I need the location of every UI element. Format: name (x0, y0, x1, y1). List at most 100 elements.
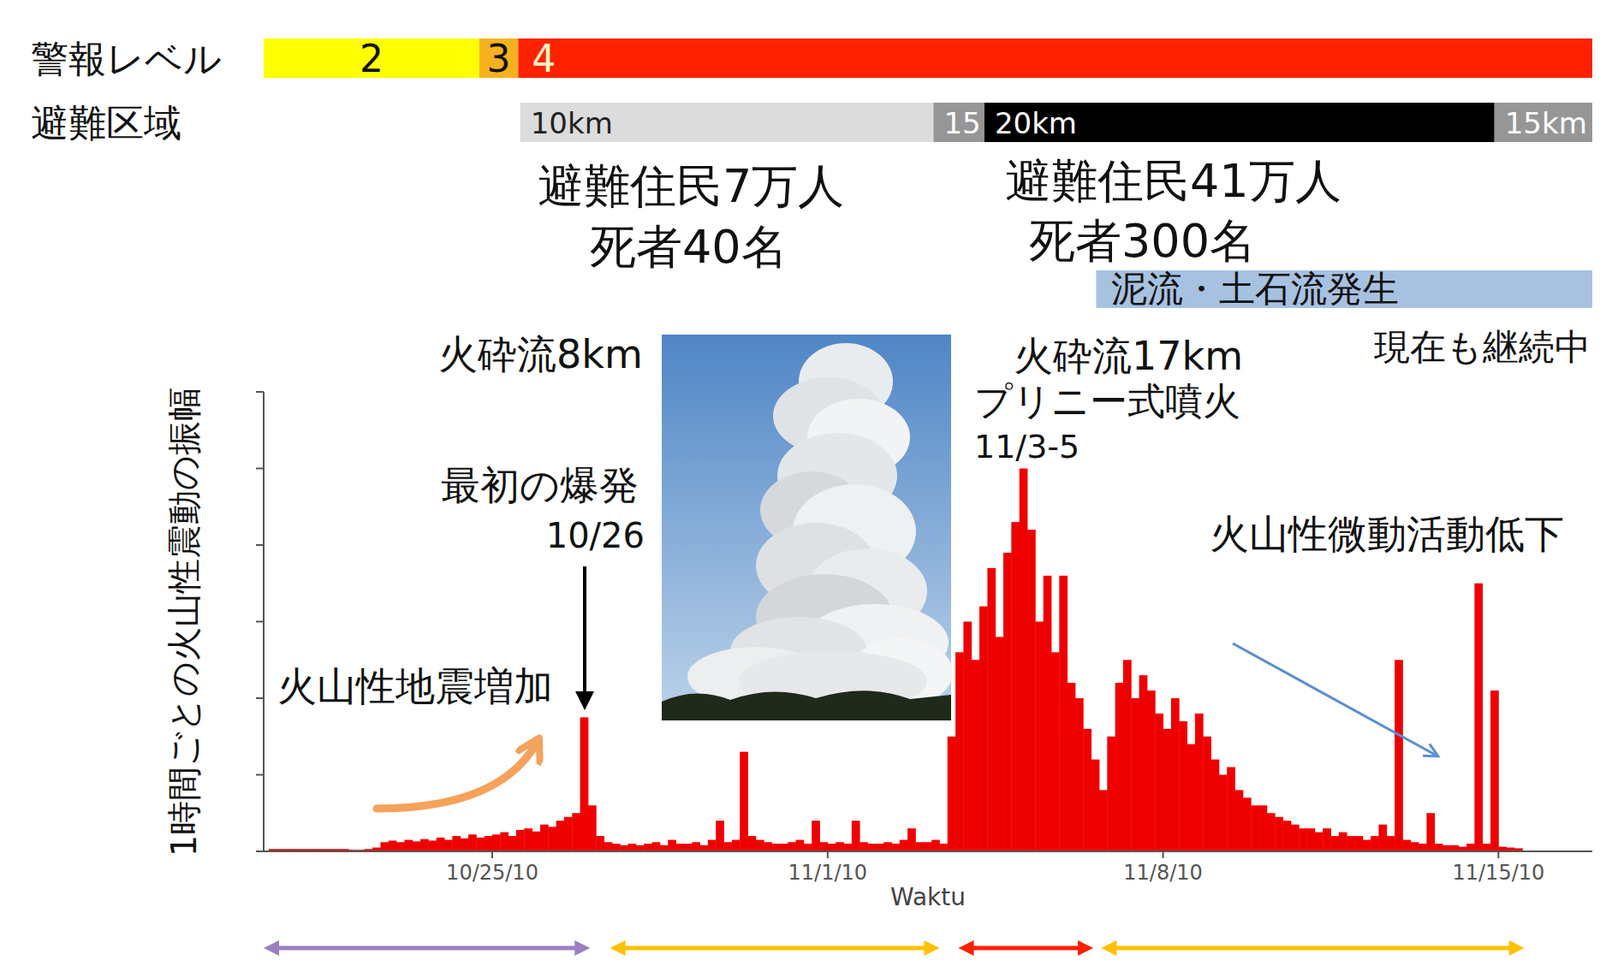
y-tick (255, 468, 264, 470)
photo (661, 334, 953, 721)
bar (1330, 836, 1339, 852)
bar (1274, 817, 1284, 852)
bar (1154, 713, 1164, 852)
y-tick (255, 850, 264, 853)
bar (468, 834, 477, 852)
bar (475, 838, 485, 852)
bar (444, 840, 453, 852)
bar (851, 820, 861, 852)
bar (1474, 583, 1483, 852)
bar (508, 836, 518, 852)
bar (748, 836, 757, 852)
bar (787, 842, 797, 852)
phase-arrow (610, 940, 940, 957)
bar (588, 805, 597, 852)
axes: 10/25/1011/1/1011/8/1011/15/10Waktu1時間ごと… (164, 386, 1593, 912)
bar (1202, 737, 1212, 852)
bar (412, 841, 422, 852)
bar (1418, 844, 1428, 852)
bar (1058, 576, 1068, 852)
figure: 警報レベル避難区域23410km1520km15km避難住民7万人死者40名避難… (0, 0, 1600, 972)
bar (1067, 683, 1077, 852)
bar (987, 568, 996, 852)
bar (676, 844, 685, 852)
bar (963, 622, 972, 853)
alert-level-label: 4 (531, 36, 556, 81)
phase-head (1509, 940, 1525, 957)
evacuees: 避難住民7万人 (537, 159, 845, 214)
arrow (1232, 643, 1439, 757)
bar (1490, 690, 1499, 852)
bar (564, 817, 573, 852)
bar (667, 840, 677, 852)
bar (1226, 767, 1236, 852)
bar (1091, 760, 1101, 852)
bar (995, 636, 1005, 852)
bar (1027, 529, 1036, 852)
bar (1082, 729, 1092, 852)
bar (1354, 836, 1363, 852)
bar (724, 842, 733, 852)
x-tick (491, 851, 494, 859)
bar (636, 845, 645, 852)
bar (420, 839, 429, 852)
annotation: 火山性微動活動低下 (1209, 511, 1565, 558)
bar (1378, 825, 1387, 852)
bar (1106, 737, 1116, 852)
bar (643, 844, 653, 852)
phases (263, 940, 1525, 957)
bar (1130, 698, 1140, 852)
bar (1019, 469, 1029, 853)
x-tick (1497, 851, 1499, 859)
bar (979, 606, 988, 852)
bar (835, 842, 845, 852)
phase-head (923, 940, 940, 957)
annotation: プリニー式噴火 (974, 379, 1241, 423)
x-tick (826, 851, 829, 859)
bar (396, 842, 405, 852)
bar (1466, 844, 1476, 852)
y-tick (255, 391, 264, 393)
bar (1034, 622, 1044, 853)
bar (1115, 683, 1125, 852)
annotations: 火砕流8km最初の爆発10/26火山性地震増加火砕流17kmプリニー式噴火11/… (277, 331, 1565, 809)
bar (547, 826, 557, 852)
bar (1442, 845, 1452, 852)
bar (939, 844, 948, 852)
x-tick-label: 11/1/10 (788, 861, 869, 886)
bar (923, 842, 933, 852)
bar (484, 836, 494, 852)
bar (619, 845, 629, 852)
bar (1211, 760, 1220, 852)
x-tick-label: 10/25/10 (446, 861, 539, 886)
bar (571, 813, 581, 852)
bar (1450, 845, 1459, 852)
bar (1322, 828, 1332, 852)
bar (739, 752, 749, 852)
bar (1283, 820, 1292, 852)
bar (428, 840, 437, 852)
arrow (582, 566, 587, 708)
bar (883, 842, 893, 852)
alert-segment (517, 38, 1593, 78)
bar (811, 820, 821, 852)
annotation: 11/3-5 (974, 428, 1080, 466)
phase-arrow (958, 940, 1094, 957)
y-tick (255, 544, 264, 547)
x-tick-label: 11/15/10 (1451, 861, 1545, 886)
bar (899, 840, 909, 852)
bar (523, 828, 533, 852)
bar (931, 840, 940, 852)
annotation: 10/26 (546, 516, 645, 556)
bar (1123, 660, 1132, 852)
y-tick (255, 697, 264, 700)
evacuation-label: 15km (1504, 106, 1588, 141)
bar (460, 838, 470, 852)
bar (707, 840, 717, 852)
alert-level-label: 2 (359, 36, 384, 81)
bar (1011, 522, 1020, 852)
bar (803, 844, 813, 852)
bar (1307, 828, 1316, 852)
bar (700, 845, 709, 852)
evacuation-segment (933, 102, 984, 143)
